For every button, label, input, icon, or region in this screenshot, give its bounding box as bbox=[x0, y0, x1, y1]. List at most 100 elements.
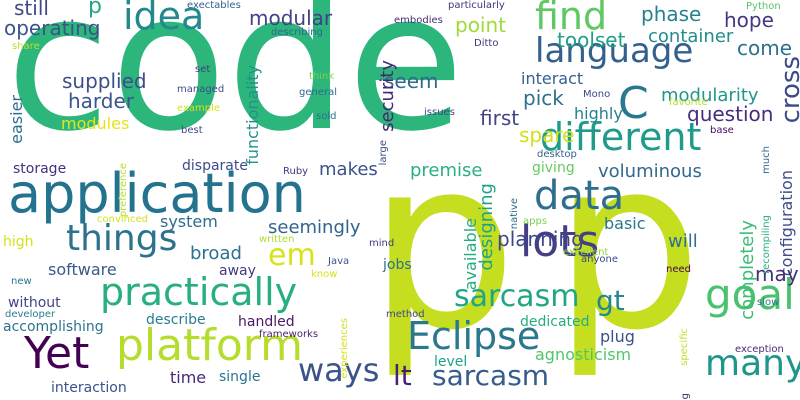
cloud-word: new bbox=[11, 276, 32, 288]
cloud-word: supplied bbox=[62, 69, 147, 94]
cloud-word: data bbox=[534, 172, 625, 219]
cloud-word: exception bbox=[735, 344, 784, 356]
cloud-word: sarcasm bbox=[454, 278, 580, 314]
cloud-word: goal bbox=[705, 270, 795, 320]
cloud-word: C bbox=[618, 78, 649, 130]
cloud-word: operating bbox=[4, 16, 101, 41]
cloud-word: general bbox=[299, 87, 338, 99]
cloud-word: toolset bbox=[557, 28, 626, 53]
cloud-word: come bbox=[737, 36, 793, 61]
cloud-word: makes bbox=[319, 158, 378, 180]
cloud-word: set bbox=[195, 64, 211, 76]
cloud-word: modules bbox=[61, 114, 130, 134]
cloud-word: Eclipse bbox=[407, 314, 541, 359]
cloud-word: high bbox=[3, 234, 34, 251]
cloud-word: em bbox=[268, 237, 316, 273]
cloud-word: embodies bbox=[394, 15, 443, 27]
cloud-word: sold bbox=[316, 111, 337, 123]
cloud-word: phase bbox=[641, 2, 702, 27]
cloud-word: premise bbox=[410, 159, 483, 181]
cloud-word: recompiling bbox=[761, 215, 772, 274]
cloud-word: spare bbox=[519, 123, 575, 148]
cloud-word: specific bbox=[679, 328, 690, 366]
cloud-word: jobs bbox=[383, 257, 412, 274]
cloud-word: cross bbox=[776, 56, 800, 124]
cloud-word: designing bbox=[476, 183, 497, 271]
cloud-word: may bbox=[755, 262, 799, 287]
cloud-word: idea bbox=[123, 0, 205, 39]
cloud-word: excellent bbox=[563, 247, 609, 259]
cloud-word: time bbox=[170, 368, 207, 388]
cloud-word: describe bbox=[146, 312, 206, 329]
cloud-word: practically bbox=[100, 270, 298, 315]
cloud-word: easier bbox=[7, 95, 26, 144]
cloud-word: Java bbox=[328, 256, 350, 268]
cloud-word: think bbox=[309, 71, 335, 83]
cloud-word: platform bbox=[116, 320, 303, 372]
cloud-word: experiences bbox=[339, 318, 350, 379]
cloud-word: developer bbox=[5, 309, 56, 321]
cloud-word: software bbox=[48, 260, 117, 280]
cloud-word: harder bbox=[68, 89, 135, 114]
cloud-word: storage bbox=[13, 161, 67, 178]
cloud-word: broad bbox=[190, 242, 242, 264]
cloud-word: code bbox=[6, 0, 465, 173]
cloud-word: available bbox=[461, 218, 480, 291]
cloud-word: exectables bbox=[187, 0, 241, 12]
cloud-word: away bbox=[219, 263, 256, 280]
cloud-word: sarcasm bbox=[432, 358, 550, 392]
cloud-word: convinced bbox=[97, 214, 148, 226]
cloud-word: Yet bbox=[24, 328, 90, 380]
cloud-word: question bbox=[687, 102, 774, 127]
cloud-word: favorite bbox=[669, 97, 708, 109]
cloud-word: gt bbox=[596, 283, 625, 317]
cloud-word: modular bbox=[249, 6, 333, 31]
cloud-word: Ditto bbox=[474, 38, 499, 50]
cloud-word: first bbox=[480, 106, 520, 131]
cloud-word: giving bbox=[532, 160, 575, 177]
cloud-word: disparate bbox=[182, 158, 248, 175]
cloud-word: modularity bbox=[661, 84, 759, 106]
cloud-word: slow bbox=[757, 297, 780, 309]
cloud-word: Mono bbox=[583, 89, 611, 101]
cloud-word: interact bbox=[521, 69, 584, 89]
cloud-word: highly bbox=[574, 104, 623, 124]
cloud-word: handled bbox=[238, 314, 295, 331]
cloud-word: functionality bbox=[243, 65, 262, 165]
cloud-word: issues bbox=[424, 107, 455, 119]
cloud-word: different bbox=[540, 115, 702, 160]
cloud-word: system bbox=[160, 212, 218, 232]
cloud-word: written bbox=[259, 234, 295, 246]
cloud-word: p bbox=[368, 108, 518, 382]
cloud-word: wrestling bbox=[680, 393, 691, 400]
cloud-word: large bbox=[378, 140, 389, 166]
cloud-word: p bbox=[88, 0, 102, 20]
cloud-word: native bbox=[509, 198, 520, 230]
cloud-word: hope bbox=[724, 8, 774, 33]
cloud-word: still bbox=[14, 0, 49, 21]
cloud-word: seemingly bbox=[268, 216, 361, 238]
cloud-word: method bbox=[386, 309, 425, 321]
cloud-word: things bbox=[66, 217, 178, 259]
cloud-word: Ruby bbox=[283, 166, 309, 178]
cloud-word: best bbox=[181, 125, 203, 137]
cloud-word: share bbox=[12, 41, 40, 53]
cloud-word: application bbox=[8, 162, 306, 226]
cloud-word: lots bbox=[520, 216, 600, 268]
cloud-word: basic bbox=[604, 214, 646, 234]
cloud-word: Python bbox=[746, 1, 781, 13]
cloud-word: single bbox=[219, 369, 261, 386]
cloud-word: p bbox=[553, 108, 703, 382]
cloud-word: language bbox=[535, 30, 694, 71]
cloud-word: describing bbox=[271, 27, 323, 39]
cloud-word: preference bbox=[118, 163, 129, 218]
cloud-word: agnosticism bbox=[535, 345, 632, 365]
cloud-word: level bbox=[434, 354, 468, 371]
cloud-word: apps bbox=[523, 216, 548, 228]
cloud-word: security bbox=[377, 60, 398, 132]
cloud-word: frameworks bbox=[259, 329, 319, 341]
cloud-word: point bbox=[455, 13, 507, 38]
cloud-word: seem bbox=[384, 69, 439, 94]
cloud-word: particularly bbox=[448, 0, 505, 12]
